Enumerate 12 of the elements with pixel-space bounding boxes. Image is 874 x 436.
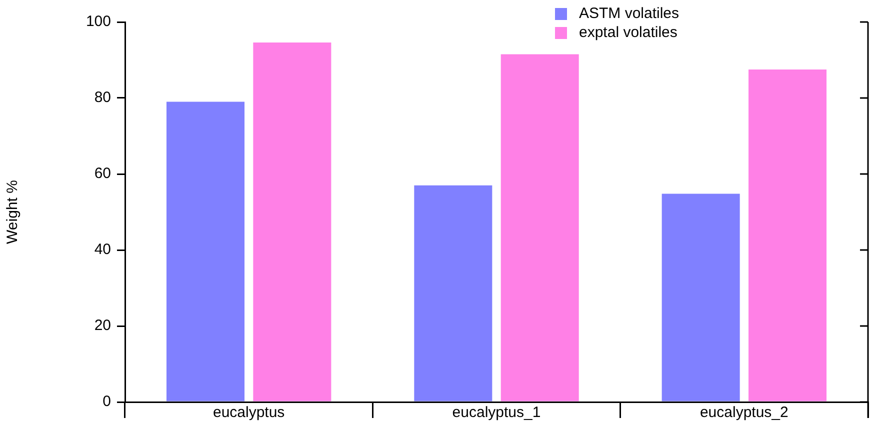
legend-label: exptal volatiles: [579, 23, 678, 42]
x-tick-label: eucalyptus_2: [700, 404, 788, 422]
y-tick-label: 40: [94, 241, 111, 258]
y-tick-label: 100: [86, 13, 111, 30]
y-tick-label: 0: [102, 393, 111, 410]
y-tick-label: 20: [94, 317, 111, 334]
legend-label: ASTM volatiles: [579, 4, 680, 23]
x-tick-label: eucalyptus: [212, 404, 285, 422]
x-tick-label: eucalyptus_1: [452, 404, 541, 422]
y-tick-label: 80: [94, 89, 111, 106]
y-axis-title: Weight %: [4, 180, 22, 244]
y-tick-label: 60: [94, 165, 111, 182]
